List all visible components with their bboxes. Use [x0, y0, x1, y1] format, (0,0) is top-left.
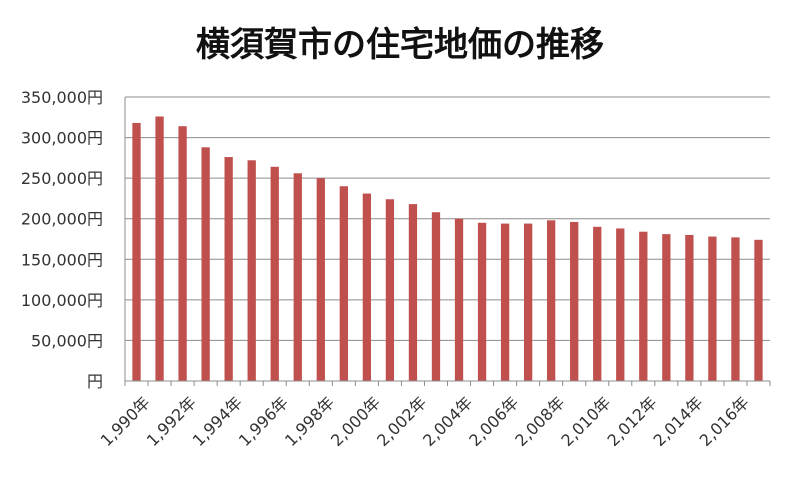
bar [339, 186, 348, 381]
y-tick-label: 200,000円 [21, 210, 103, 229]
y-tick-label: 円 [87, 372, 103, 391]
x-tick-label: 2,014年 [650, 393, 707, 450]
chart-title: 横須賀市の住宅地価の推移 [196, 25, 604, 65]
bar [547, 220, 556, 381]
x-tick-label: 2,004年 [419, 393, 476, 450]
bar [316, 178, 325, 381]
bar [155, 116, 164, 381]
x-tick-label: 2,010年 [557, 393, 614, 450]
y-tick-labels: 円 50,000円 100,000円 150,000円 200,000円 250,000円… [21, 88, 103, 391]
y-tick-label: 150,000円 [21, 250, 103, 269]
bar [224, 157, 233, 381]
bar [616, 228, 625, 381]
x-tick-label: 2,000年 [327, 393, 384, 450]
x-tick-label: 2,012年 [603, 393, 660, 450]
bar [270, 166, 279, 381]
y-tick-label: 100,000円 [21, 291, 103, 310]
x-tick-label: 2,006年 [465, 393, 522, 450]
bar [431, 212, 441, 381]
bar [477, 222, 487, 381]
bar [201, 147, 210, 381]
x-tick-labels: 1,990年1,992年1,994年1,996年1,998年2,000年2,00… [97, 393, 753, 450]
bar [570, 221, 579, 381]
bar [708, 236, 717, 381]
bar [662, 234, 671, 381]
y-tick-label: 350,000円 [21, 88, 103, 107]
bar [639, 231, 648, 381]
bar [685, 234, 694, 381]
x-tick-label: 1,998年 [281, 393, 338, 450]
bar [731, 237, 740, 381]
x-tick-label: 1,992年 [143, 393, 200, 450]
bar [523, 223, 533, 381]
y-tick-label: 50,000円 [31, 331, 103, 350]
bar [247, 160, 256, 381]
bar [293, 173, 302, 381]
bar [362, 193, 372, 381]
bar [454, 218, 464, 381]
axes [124, 97, 771, 386]
bar [754, 239, 763, 381]
bars [132, 116, 763, 382]
x-tick-label: 1,996年 [235, 393, 292, 450]
bar [178, 126, 187, 381]
bar [385, 199, 395, 381]
x-tick-label: 2,002年 [373, 393, 430, 450]
y-tick-label: 300,000円 [21, 129, 103, 148]
bar [408, 204, 418, 381]
bar [593, 226, 602, 381]
x-tick-label: 1,994年 [189, 393, 246, 450]
x-tick-label: 2,008年 [511, 393, 568, 450]
bar [500, 223, 510, 381]
x-tick-label: 2,016年 [696, 393, 753, 450]
bar [132, 122, 141, 382]
gridlines [125, 96, 770, 341]
y-tick-label: 250,000円 [21, 169, 103, 188]
x-tick-label: 1,990年 [97, 393, 154, 450]
